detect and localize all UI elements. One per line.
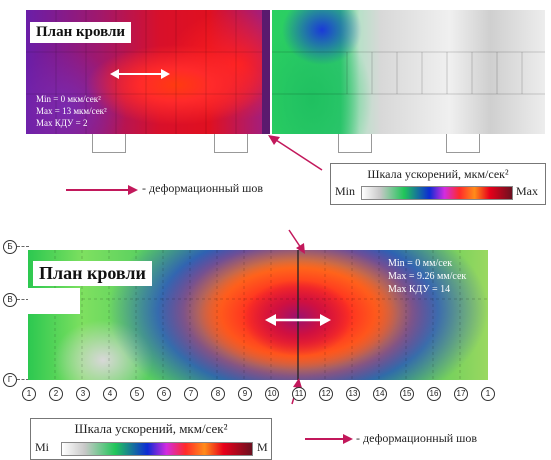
support-stub xyxy=(446,134,480,153)
top-legend-arrow xyxy=(66,185,138,195)
top-seam-pointer-arrow xyxy=(268,135,323,171)
bottom-scale-min-label: Mi xyxy=(35,440,50,454)
top-scale-max-label: Max xyxy=(516,184,538,198)
column-axis-marker: 3 xyxy=(76,387,90,401)
column-axis-marker: 16 xyxy=(427,387,441,401)
support-stub xyxy=(92,134,126,153)
column-axis-marker: 11 xyxy=(292,387,306,401)
bottom-scale-title: Шкала ускорений, мкм/сек² xyxy=(74,421,228,436)
column-axis-marker: 10 xyxy=(265,387,279,401)
bottom-legend-text: - деформационный шов xyxy=(356,431,478,445)
top-stat-kdu: Max КДУ = 2 xyxy=(36,118,88,128)
row-axis-b: Б xyxy=(3,240,17,254)
column-axis-marker: 1 xyxy=(22,387,36,401)
top-plan-title: План кровли xyxy=(30,22,132,43)
column-axis-marker: 8 xyxy=(211,387,225,401)
bottom-plan-title: План кровли xyxy=(33,261,152,286)
column-axis-marker: 15 xyxy=(400,387,414,401)
column-axis-marker: 12 xyxy=(319,387,333,401)
top-double-arrow xyxy=(110,69,170,79)
support-stub xyxy=(214,134,248,153)
column-axis-marker: 7 xyxy=(184,387,198,401)
column-axis-marker: 4 xyxy=(103,387,117,401)
top-scale-gradient xyxy=(361,186,513,200)
column-axis-marker: 5 xyxy=(130,387,144,401)
column-axis-marker: 2 xyxy=(49,387,63,401)
bottom-stat-max: Max = 9.26 мм/сек xyxy=(388,271,467,282)
bottom-scale-max-label: M xyxy=(257,440,268,454)
column-axis-marker: 1 xyxy=(481,387,495,401)
bottom-white-notch xyxy=(28,288,80,314)
top-scale-title: Шкала ускорений, мкм/сек² xyxy=(367,167,509,181)
top-stat-max: Max = 13 мкм/сек² xyxy=(36,106,107,116)
bottom-seam-pointer-top xyxy=(288,229,305,254)
bottom-legend-arrow xyxy=(305,434,353,444)
top-legend-text: - деформационный шов xyxy=(142,181,264,195)
top-heatmap-right-edge xyxy=(262,10,270,134)
axis-line xyxy=(17,299,29,300)
column-axis-marker: 9 xyxy=(238,387,252,401)
column-axis-marker: 14 xyxy=(373,387,387,401)
top-scale-min-label: Min xyxy=(335,184,356,198)
bottom-scale-gradient xyxy=(61,442,253,456)
top-stats: Min = 0 мкм/сек² Max = 13 мкм/сек² Max К… xyxy=(36,93,107,129)
row-axis-v: В xyxy=(3,293,17,307)
axis-line xyxy=(17,379,29,380)
bottom-double-arrow xyxy=(265,314,331,326)
row-axis-g: Г xyxy=(3,373,17,387)
column-axis-marker: 17 xyxy=(454,387,468,401)
support-stub xyxy=(338,134,372,153)
bottom-stats: Min = 0 мм/сек Max = 9.26 мм/сек Max КДУ… xyxy=(388,257,466,296)
top-heatmap-right xyxy=(272,10,545,134)
axis-line xyxy=(17,246,29,247)
bottom-scale-box: Шкала ускорений, мкм/сек² Mi M xyxy=(30,418,272,460)
column-axis-marker: 13 xyxy=(346,387,360,401)
column-axis-marker: 6 xyxy=(157,387,171,401)
bottom-stat-min: Min = 0 мм/сек xyxy=(388,258,453,269)
bottom-stat-kdu: Max КДУ = 14 xyxy=(388,284,451,295)
top-scale-box: Шкала ускорений, мкм/сек² Min Max xyxy=(330,163,546,205)
top-stat-min: Min = 0 мкм/сек² xyxy=(36,94,101,104)
